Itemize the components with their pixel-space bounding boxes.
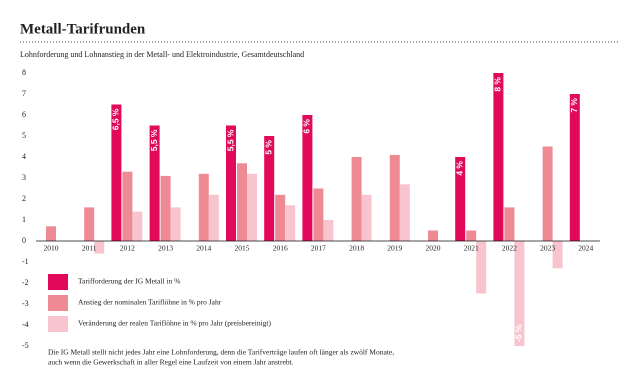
legend-swatch	[48, 316, 68, 332]
x-tick-label: 2011	[82, 244, 97, 253]
chart-title: Metall-Tarifrunden	[20, 21, 146, 37]
bar	[170, 207, 181, 241]
x-tick-label: 2010	[44, 244, 59, 253]
bar	[208, 194, 219, 241]
bar	[569, 94, 580, 241]
y-tick-label: 4	[22, 152, 26, 161]
x-tick-label: 2014	[196, 244, 211, 253]
x-tick-label: 2020	[426, 244, 441, 253]
bar	[122, 171, 133, 241]
legend-swatch	[48, 274, 68, 290]
chart-subtitle: Lohnforderung und Lohnanstieg in der Met…	[20, 50, 304, 59]
value-label: 8 %	[493, 77, 503, 92]
x-tick-label: 2021	[464, 244, 479, 253]
bar	[514, 241, 525, 346]
bar	[361, 194, 372, 241]
bar	[46, 226, 56, 241]
y-tick-label: 2	[22, 194, 26, 203]
x-tick-label: 2022	[502, 244, 517, 253]
bar	[198, 173, 209, 241]
y-tick-label: 3	[22, 173, 26, 182]
value-label: 4 %	[454, 161, 464, 176]
x-tick-label: 2023	[540, 244, 555, 253]
bar	[351, 157, 362, 241]
bar	[428, 230, 438, 241]
bar	[323, 220, 334, 241]
value-label: -5 %	[514, 324, 524, 342]
y-tick-label: -3	[22, 299, 29, 308]
bar	[466, 230, 477, 241]
x-tick-label: 2017	[311, 244, 326, 253]
bar	[264, 136, 275, 241]
bar	[399, 184, 410, 241]
x-tick-label: 2013	[158, 244, 173, 253]
bar	[542, 146, 553, 241]
y-tick-label: 7	[22, 89, 26, 98]
x-tick-label: 2016	[273, 244, 288, 253]
x-tick-label: 2012	[120, 244, 135, 253]
x-tick-label: 2018	[349, 244, 364, 253]
y-tick-label: -2	[22, 278, 29, 287]
bar	[94, 241, 105, 254]
y-tick-label: -1	[22, 257, 29, 266]
bar	[132, 211, 143, 241]
bar	[504, 207, 515, 241]
bar	[552, 241, 563, 269]
legend-label: Anstieg der nominalen Tariflöhne in % pr…	[78, 298, 222, 307]
bar	[237, 163, 247, 241]
x-tick-label: 2019	[387, 244, 402, 253]
value-label: 6 %	[302, 119, 312, 134]
value-label: 5 %	[263, 140, 273, 155]
bar	[389, 154, 400, 241]
bar	[275, 194, 286, 241]
y-tick-label: 6	[22, 110, 26, 119]
value-label: 6,5 %	[111, 108, 121, 130]
value-label: 5,5 %	[225, 129, 235, 151]
x-tick-label: 2024	[578, 244, 593, 253]
bar	[476, 241, 487, 294]
note: auch wenn die Gewerkschaft in aller Rege…	[48, 358, 294, 367]
bar	[84, 207, 95, 241]
bar	[455, 157, 466, 241]
x-tick-label: 2015	[235, 244, 250, 253]
y-tick-label: -4	[22, 320, 29, 329]
bar	[313, 188, 324, 241]
bar	[111, 104, 122, 241]
note: Die IG Metall stellt nicht jedes Jahr ei…	[48, 348, 394, 357]
bar	[285, 205, 296, 241]
bar	[493, 73, 504, 241]
bar	[160, 175, 171, 241]
value-label: 5,5 %	[149, 129, 159, 151]
y-tick-label: 0	[22, 236, 26, 245]
bar	[247, 173, 257, 241]
legend-label: Veränderung der realen Tariflöhne in % p…	[78, 319, 272, 328]
y-tick-label: 5	[22, 131, 26, 140]
y-tick-label: 8	[22, 68, 26, 77]
bar	[149, 125, 160, 241]
y-tick-label: -5	[22, 341, 29, 350]
y-tick-label: 1	[22, 215, 26, 224]
legend-swatch	[48, 295, 68, 311]
legend-label: Tarifforderung der IG Metall in %	[78, 277, 180, 286]
value-label: 7 %	[569, 98, 579, 113]
bar	[302, 115, 313, 241]
bar	[226, 125, 236, 241]
